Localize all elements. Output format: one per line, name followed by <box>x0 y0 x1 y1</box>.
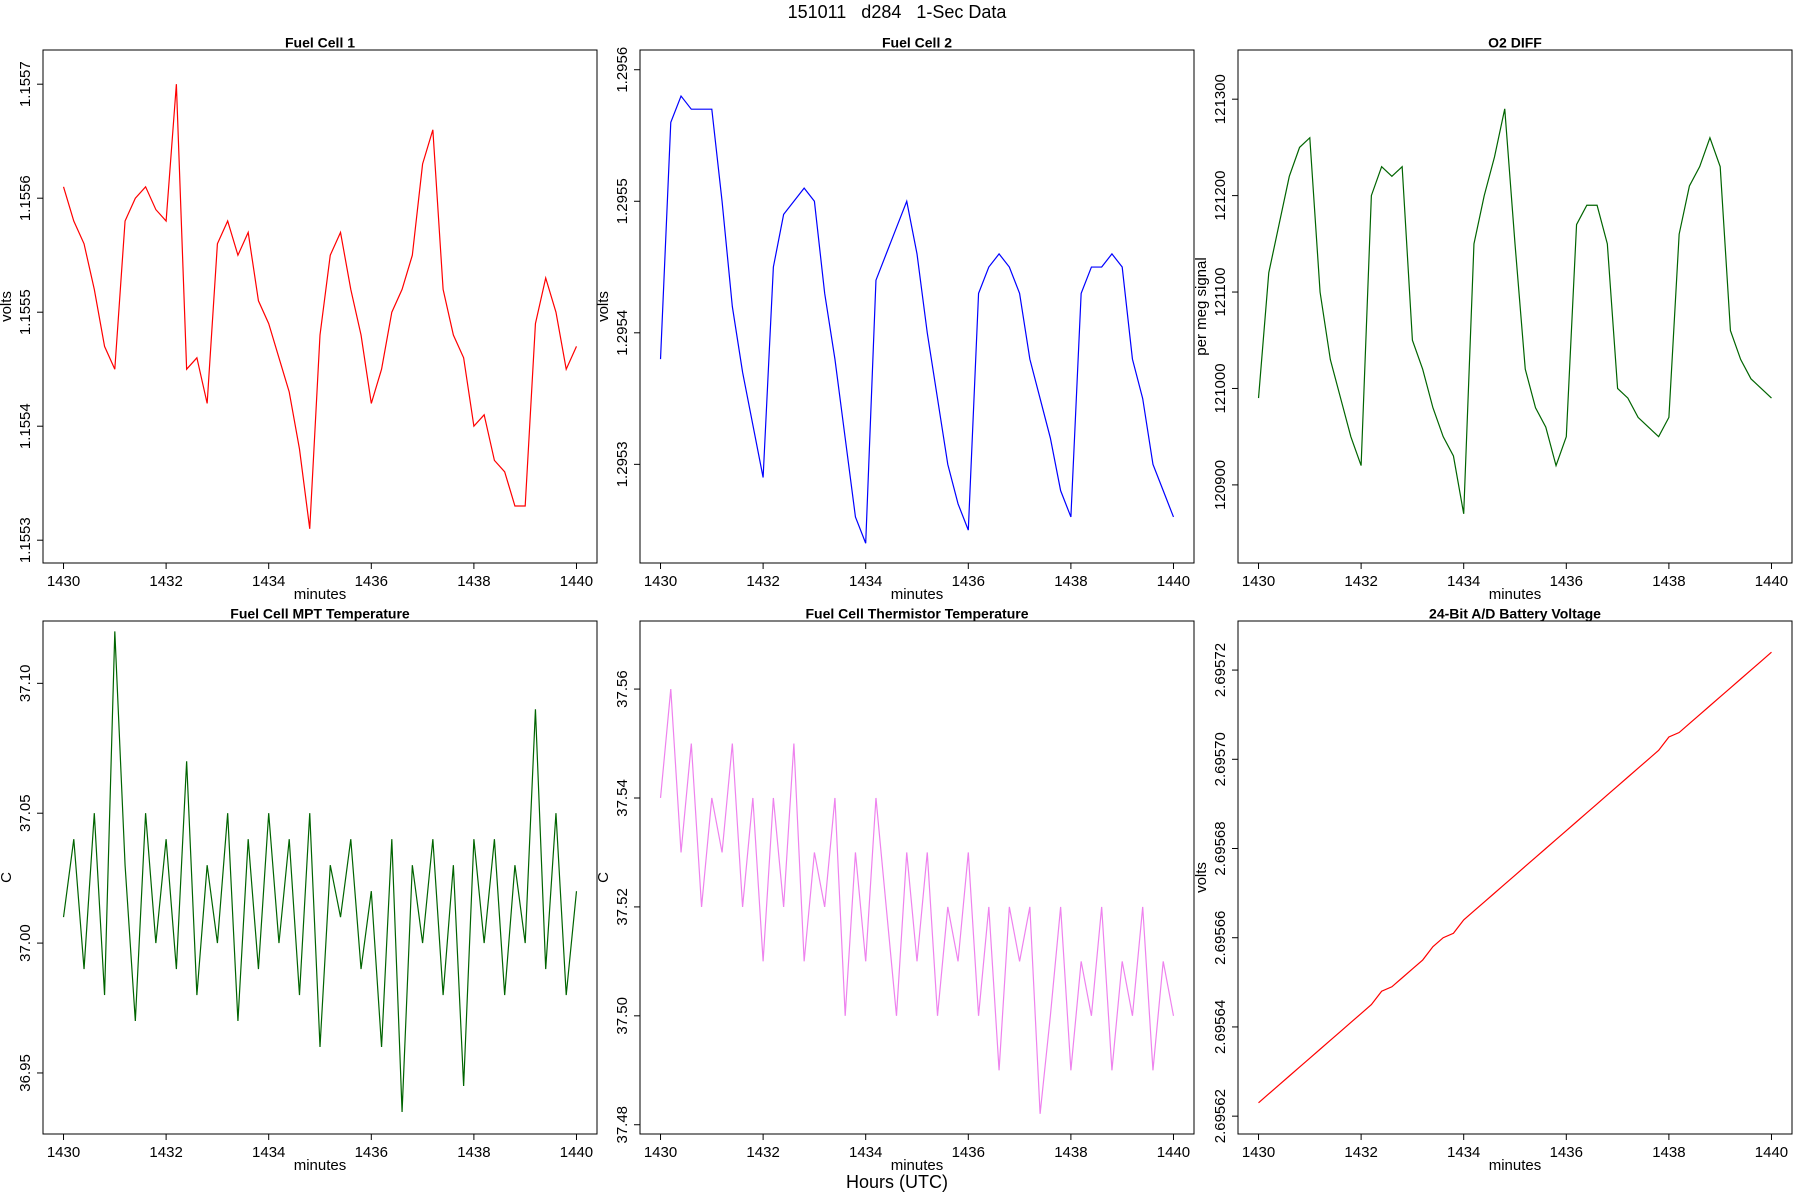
x-tick-label: 1436 <box>1550 573 1583 590</box>
x-tick-label: 1440 <box>1755 573 1788 590</box>
x-tick-label: 1438 <box>1652 573 1685 590</box>
plot-frame <box>42 620 598 1135</box>
y-tick-label: 2.69562 <box>1212 1089 1229 1143</box>
y-axis-label: volts <box>1193 862 1210 893</box>
x-tick-label: 1438 <box>1652 1144 1685 1161</box>
panel-title: 24-Bit A/D Battery Voltage <box>1429 606 1601 622</box>
page-title: 151011 d284 1-Sec Data <box>788 2 1008 22</box>
x-tick-label: 1434 <box>1447 1144 1480 1161</box>
data-line <box>1257 108 1772 514</box>
x-tick-label: 1432 <box>1344 1144 1377 1161</box>
y-tick-label: 37.10 <box>17 665 34 703</box>
y-tick-label: 37.48 <box>614 1106 631 1144</box>
x-tick-label: 1430 <box>47 1144 80 1161</box>
plot-frame <box>639 49 1195 564</box>
y-tick-label: 37.00 <box>17 924 34 962</box>
y-tick-label: 37.54 <box>614 779 631 817</box>
x-axis-label: minutes <box>294 586 347 603</box>
y-tick-label: 1.1553 <box>17 517 34 563</box>
y-tick-label: 1.1554 <box>17 403 34 449</box>
y-axis-label: C <box>0 872 15 883</box>
x-tick-label: 1436 <box>355 1144 388 1161</box>
y-tick-label: 121100 <box>1212 268 1229 317</box>
x-tick-label: 1436 <box>1550 1144 1583 1161</box>
data-line <box>1258 651 1772 1104</box>
y-tick-label: 1.1557 <box>17 61 34 107</box>
y-axis-label: volts <box>0 291 15 322</box>
y-tick-label: 37.05 <box>17 794 34 832</box>
x-axis-label: minutes <box>294 1157 347 1174</box>
x-tick-label: 1430 <box>644 1144 677 1161</box>
y-tick-label: 121000 <box>1212 363 1229 413</box>
y-tick-label: 2.69570 <box>1212 732 1229 786</box>
y-tick-label: 120900 <box>1212 460 1229 510</box>
x-tick-label: 1440 <box>560 573 593 590</box>
y-tick-label: 1.2956 <box>614 47 631 93</box>
plot-frame <box>42 49 598 564</box>
panel-title: O2 DIFF <box>1488 35 1542 51</box>
x-axis-label: minutes <box>1489 1157 1542 1174</box>
footer-label: Hours (UTC) <box>846 1172 948 1192</box>
x-tick-label: 1430 <box>47 573 80 590</box>
x-tick-label: 1440 <box>1755 1144 1788 1161</box>
y-tick-label: 1.1555 <box>17 289 34 335</box>
x-tick-label: 1430 <box>644 573 677 590</box>
x-tick-label: 1438 <box>1054 1144 1087 1161</box>
y-axis-label: per meg signal <box>1193 257 1210 355</box>
y-tick-label: 1.1556 <box>17 175 34 221</box>
data-line <box>659 689 1175 1114</box>
x-tick-label: 1432 <box>746 1144 779 1161</box>
y-tick-label: 1.2954 <box>614 310 631 356</box>
x-tick-label: 1436 <box>952 1144 985 1161</box>
x-tick-label: 1434 <box>1447 573 1480 590</box>
x-tick-label: 1430 <box>1242 1144 1275 1161</box>
x-tick-label: 1432 <box>1344 573 1377 590</box>
data-line <box>659 94 1175 544</box>
x-tick-label: 1440 <box>1157 1144 1190 1161</box>
x-tick-label: 1432 <box>149 1144 182 1161</box>
plot-frame <box>1237 49 1793 564</box>
panel-title: Fuel Cell 1 <box>285 35 355 51</box>
panel-title: Fuel Cell Thermistor Temperature <box>805 606 1028 622</box>
x-tick-label: 1440 <box>560 1144 593 1161</box>
x-axis-label: minutes <box>1489 586 1542 603</box>
x-tick-label: 1432 <box>746 573 779 590</box>
y-tick-label: 36.95 <box>17 1054 34 1092</box>
panel-title: Fuel Cell 2 <box>882 35 952 51</box>
x-tick-label: 1434 <box>252 573 285 590</box>
x-axis-label: minutes <box>891 1157 944 1174</box>
y-tick-label: 121200 <box>1212 171 1229 221</box>
y-tick-label: 1.2955 <box>614 178 631 224</box>
x-tick-label: 1430 <box>1242 573 1275 590</box>
x-tick-label: 1434 <box>849 573 882 590</box>
plot-frame <box>639 620 1195 1135</box>
y-tick-label: 2.69572 <box>1212 643 1229 697</box>
y-tick-label: 2.69566 <box>1212 911 1229 965</box>
plot-frame <box>1237 620 1793 1135</box>
y-axis-label: volts <box>595 291 612 322</box>
x-tick-label: 1438 <box>1054 573 1087 590</box>
x-tick-label: 1436 <box>355 573 388 590</box>
x-tick-label: 1440 <box>1157 573 1190 590</box>
y-tick-label: 121300 <box>1212 74 1229 124</box>
x-axis-label: minutes <box>891 586 944 603</box>
y-tick-label: 2.69568 <box>1212 821 1229 875</box>
x-tick-label: 1434 <box>252 1144 285 1161</box>
y-tick-label: 2.69564 <box>1212 1000 1229 1054</box>
x-tick-label: 1438 <box>457 1144 490 1161</box>
y-tick-label: 1.2953 <box>614 441 631 487</box>
y-tick-label: 37.50 <box>614 997 631 1035</box>
x-tick-label: 1432 <box>149 573 182 590</box>
y-tick-label: 37.52 <box>614 888 631 926</box>
x-tick-label: 1434 <box>849 1144 882 1161</box>
data-line <box>62 631 578 1112</box>
x-tick-label: 1438 <box>457 573 490 590</box>
panel-title: Fuel Cell MPT Temperature <box>230 606 410 622</box>
data-line <box>62 84 578 529</box>
y-tick-label: 37.56 <box>614 670 631 708</box>
x-tick-label: 1436 <box>952 573 985 590</box>
y-axis-label: C <box>595 872 612 883</box>
